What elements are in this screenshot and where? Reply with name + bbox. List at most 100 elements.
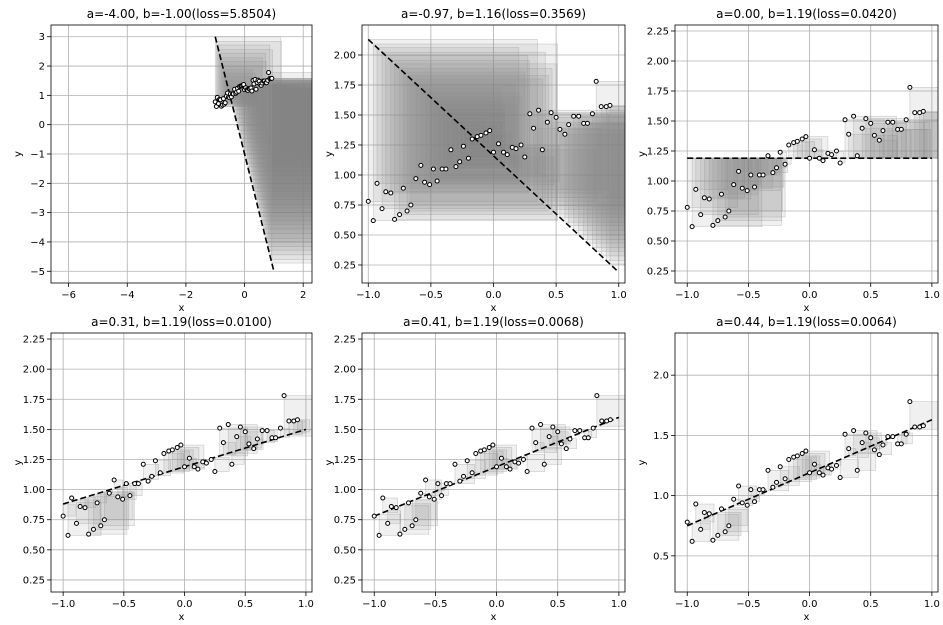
data-point xyxy=(722,214,728,220)
data-point xyxy=(903,117,909,123)
data-point xyxy=(706,196,712,202)
y-tick-label: 1.75 xyxy=(334,81,356,92)
y-tick-label: 1.75 xyxy=(334,395,356,406)
data-point xyxy=(736,483,742,489)
y-tick-label: 0.25 xyxy=(23,575,45,586)
residual-square xyxy=(691,523,711,542)
data-point xyxy=(715,218,721,224)
subplot-2: −1.0 −0.5 0.0 0.5 1.0 0.25 0.50 0.75 1.00 1.25 1.5… xyxy=(324,7,627,314)
y-tick-label: 0.75 xyxy=(23,515,45,526)
data-point xyxy=(689,538,695,544)
data-point xyxy=(82,505,88,511)
x-tick-label: 1.0 xyxy=(611,599,627,610)
residual-square xyxy=(874,444,880,451)
data-point xyxy=(777,149,783,155)
data-point xyxy=(572,428,578,434)
residual-square xyxy=(844,433,869,458)
data-point xyxy=(890,119,896,125)
x-tick-label: 0.5 xyxy=(863,599,879,610)
residual-square xyxy=(415,83,516,179)
residual-square xyxy=(573,115,625,231)
data-point xyxy=(430,166,436,172)
data-point xyxy=(811,147,817,153)
data-point xyxy=(237,424,243,430)
data-point xyxy=(413,517,419,523)
data-point xyxy=(127,493,133,499)
data-point xyxy=(851,428,857,434)
data-point xyxy=(546,434,552,440)
data-point xyxy=(418,162,424,168)
y-tick-label: 1.75 xyxy=(647,87,669,98)
x-tick-label: 0.0 xyxy=(177,599,193,610)
data-point xyxy=(590,425,596,431)
data-point xyxy=(203,460,209,466)
y-tick-label: 0 xyxy=(39,120,45,131)
subplot-6: −1.0 −0.5 0.0 0.5 1.0 0.5 1.0 1.5 2.0 x y a=0.44, b… xyxy=(637,315,940,623)
y-tick-label: 0.50 xyxy=(647,237,669,248)
data-point xyxy=(816,470,822,476)
data-point xyxy=(453,164,459,170)
y-tick-label: 1.25 xyxy=(647,147,669,158)
data-point xyxy=(86,531,92,537)
data-point xyxy=(123,481,129,487)
data-point xyxy=(94,500,100,506)
data-point xyxy=(286,418,292,424)
data-point xyxy=(752,184,758,190)
residual-square xyxy=(280,427,290,438)
data-point xyxy=(689,224,695,230)
residual-square xyxy=(547,121,625,207)
x-tick-label: −1.0 xyxy=(362,599,386,610)
data-point xyxy=(718,506,724,512)
axes-frame xyxy=(50,332,313,593)
data-point xyxy=(393,505,399,511)
x-tick-label: 0.5 xyxy=(237,599,253,610)
data-point xyxy=(246,441,252,447)
data-point xyxy=(161,450,167,456)
subplot-3: −1.0 −0.5 0.0 0.5 1.0 0.25 0.50 0.75 1.00 1.25 1.5… xyxy=(637,7,940,314)
data-point xyxy=(842,431,848,437)
data-point xyxy=(807,470,813,476)
data-point xyxy=(380,495,386,501)
data-point xyxy=(434,178,440,184)
data-point xyxy=(443,166,449,172)
residual-square xyxy=(506,154,523,169)
x-tick-label: 0.5 xyxy=(550,599,566,610)
y-tick-label: 1.25 xyxy=(23,455,45,466)
data-point xyxy=(722,529,728,535)
plot-area xyxy=(684,84,938,230)
data-point xyxy=(607,102,613,108)
data-point xyxy=(220,440,226,446)
data-point xyxy=(413,176,419,182)
data-point xyxy=(846,446,852,452)
data-point xyxy=(770,170,776,176)
data-point xyxy=(890,434,896,440)
data-point xyxy=(851,113,857,119)
data-point xyxy=(739,500,745,506)
data-point xyxy=(876,137,882,143)
x-tick-label: −0.5 xyxy=(736,290,760,301)
data-point xyxy=(803,134,809,140)
data-point xyxy=(397,531,403,537)
x-tick-label: 2 xyxy=(300,290,306,301)
residual-square xyxy=(609,105,625,265)
residual-square xyxy=(390,60,530,194)
data-point xyxy=(786,142,792,148)
data-point xyxy=(494,464,500,470)
residual-square xyxy=(266,82,312,243)
data-point xyxy=(807,155,813,161)
data-point xyxy=(481,447,487,453)
data-point xyxy=(557,126,563,132)
residual-square xyxy=(605,106,625,261)
residual-square xyxy=(700,519,711,530)
data-point xyxy=(388,503,394,509)
data-point xyxy=(548,110,554,116)
x-axis-label: x xyxy=(179,612,185,623)
data-point xyxy=(868,435,874,441)
data-point xyxy=(422,179,428,185)
data-point xyxy=(182,464,188,470)
x-tick-label: −2 xyxy=(179,290,194,301)
data-point xyxy=(898,441,904,447)
y-tick-label: 2.00 xyxy=(334,365,356,376)
data-point xyxy=(744,502,750,508)
data-point xyxy=(423,477,429,483)
